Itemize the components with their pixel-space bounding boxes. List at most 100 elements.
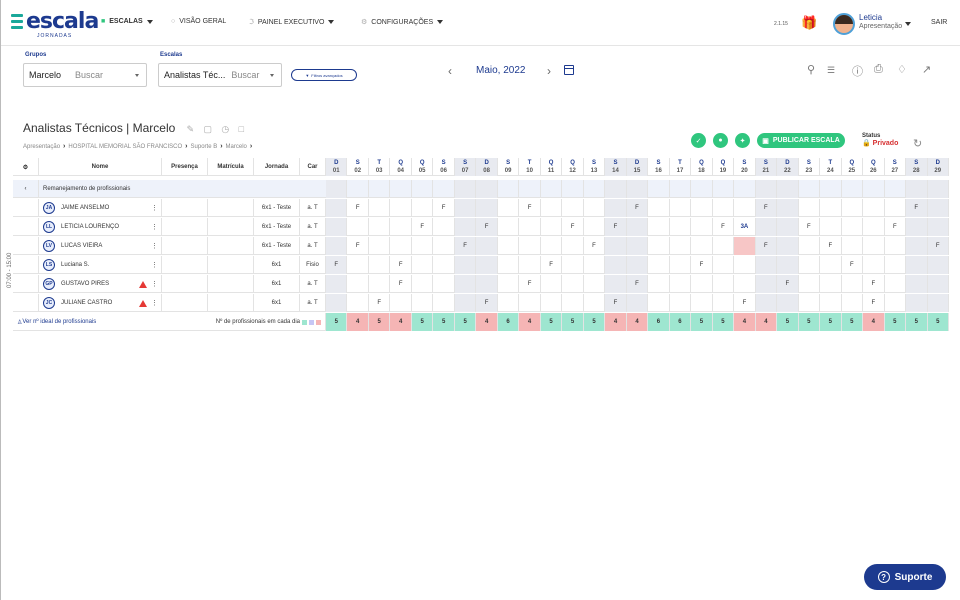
shift-cell[interactable] bbox=[906, 218, 928, 236]
row-menu-icon[interactable]: ⋮ bbox=[151, 205, 158, 212]
shift-cell[interactable]: F bbox=[863, 294, 885, 312]
shift-cell[interactable] bbox=[820, 199, 842, 217]
shift-cell[interactable] bbox=[433, 237, 455, 255]
shift-cell[interactable] bbox=[863, 199, 885, 217]
clock-icon[interactable]: ◷ bbox=[221, 124, 230, 134]
shift-cell[interactable]: F bbox=[906, 199, 928, 217]
day-header[interactable]: S 07 bbox=[454, 158, 477, 176]
day-header[interactable]: S 16 bbox=[648, 158, 670, 176]
shift-cell[interactable] bbox=[734, 237, 756, 255]
shift-cell[interactable] bbox=[562, 199, 584, 217]
warning-icon[interactable] bbox=[139, 299, 147, 307]
shift-cell[interactable] bbox=[454, 275, 477, 293]
day-header[interactable]: D 08 bbox=[476, 158, 498, 176]
shift-cell[interactable] bbox=[454, 256, 477, 274]
shift-cell[interactable]: F bbox=[562, 218, 584, 236]
print-icon[interactable]: ⎙ bbox=[874, 63, 883, 75]
shift-cell[interactable] bbox=[562, 294, 584, 312]
shift-cell[interactable]: F bbox=[519, 275, 541, 293]
shift-cell[interactable] bbox=[691, 275, 713, 293]
shift-cell[interactable] bbox=[670, 294, 692, 312]
shift-cell[interactable]: F bbox=[476, 218, 498, 236]
day-header[interactable]: S 23 bbox=[799, 158, 821, 176]
shift-cell[interactable] bbox=[326, 237, 348, 255]
shift-cell[interactable]: F bbox=[390, 256, 412, 274]
breadcrumb-item[interactable]: HOSPITAL MEMORIAL SÃO FRANCISCO bbox=[68, 144, 183, 150]
shift-cell[interactable] bbox=[476, 275, 498, 293]
shift-cell[interactable] bbox=[885, 256, 907, 274]
shift-cell[interactable] bbox=[885, 294, 907, 312]
shift-cell[interactable] bbox=[476, 237, 498, 255]
day-header[interactable]: S 27 bbox=[885, 158, 907, 176]
bell-icon[interactable]: ♢ bbox=[897, 64, 907, 76]
day-header[interactable]: S 02 bbox=[347, 158, 369, 176]
day-header[interactable]: S 21 bbox=[755, 158, 778, 176]
shift-cell[interactable] bbox=[755, 256, 778, 274]
shift-cell[interactable] bbox=[906, 275, 928, 293]
shift-cell[interactable]: F bbox=[605, 294, 627, 312]
shift-cell[interactable] bbox=[820, 275, 842, 293]
shift-cell[interactable] bbox=[433, 294, 455, 312]
shift-cell[interactable]: F bbox=[799, 218, 821, 236]
employee-name-cell[interactable]: LL LETICIA LOURENÇO ⋮ bbox=[39, 218, 162, 236]
shift-cell[interactable] bbox=[670, 199, 692, 217]
row-menu-icon[interactable]: ⋮ bbox=[151, 281, 158, 288]
shift-cell[interactable] bbox=[519, 294, 541, 312]
shift-cell[interactable] bbox=[541, 237, 563, 255]
shift-cell[interactable] bbox=[927, 256, 949, 274]
shift-cell[interactable] bbox=[713, 294, 735, 312]
employee-name-cell[interactable]: JA JAIME ANSELMO ⋮ bbox=[39, 199, 162, 217]
shift-cell[interactable] bbox=[691, 237, 713, 255]
shift-cell[interactable] bbox=[713, 256, 735, 274]
shift-cell[interactable]: F bbox=[842, 256, 864, 274]
shift-cell[interactable]: F bbox=[863, 275, 885, 293]
shift-cell[interactable] bbox=[498, 294, 520, 312]
shift-cell[interactable] bbox=[820, 256, 842, 274]
column-header-presenca[interactable]: Presença bbox=[162, 158, 208, 176]
shift-cell[interactable] bbox=[713, 237, 735, 255]
shift-cell[interactable] bbox=[498, 256, 520, 274]
shift-cell[interactable] bbox=[541, 275, 563, 293]
shift-cell[interactable] bbox=[734, 256, 756, 274]
shift-cell[interactable] bbox=[626, 237, 649, 255]
shift-cell[interactable] bbox=[347, 256, 369, 274]
shift-cell[interactable] bbox=[326, 275, 348, 293]
shift-cell[interactable] bbox=[842, 237, 864, 255]
escalas-select[interactable]: Analistas Téc... Buscar bbox=[158, 63, 282, 87]
refresh-icon[interactable]: ↻ bbox=[913, 138, 923, 150]
nav-configuraçes[interactable]: ⚙ CONFIGURAÇÕES bbox=[361, 18, 444, 26]
shift-cell[interactable]: F bbox=[454, 237, 477, 255]
shift-cell[interactable] bbox=[820, 294, 842, 312]
shift-cell[interactable] bbox=[842, 218, 864, 236]
shift-cell[interactable] bbox=[369, 275, 391, 293]
prev-month-chevron-left-icon[interactable]: ‹ bbox=[448, 64, 452, 78]
breadcrumb-item[interactable]: Suporte B bbox=[190, 144, 218, 150]
next-month-chevron-right-icon[interactable]: › bbox=[547, 64, 551, 78]
shift-cell[interactable] bbox=[519, 237, 541, 255]
user-name[interactable]: Leticia bbox=[859, 13, 883, 22]
shift-cell[interactable] bbox=[755, 275, 778, 293]
shift-cell[interactable] bbox=[369, 256, 391, 274]
shift-cell[interactable] bbox=[390, 237, 412, 255]
day-header[interactable]: Q 25 bbox=[842, 158, 864, 176]
shift-cell[interactable]: F bbox=[326, 256, 348, 274]
shift-cell[interactable] bbox=[476, 199, 498, 217]
logout-button[interactable]: SAIR bbox=[931, 19, 948, 26]
shift-cell[interactable]: F bbox=[820, 237, 842, 255]
support-button[interactable]: ? Suporte bbox=[864, 564, 946, 590]
day-header[interactable]: S 13 bbox=[584, 158, 606, 176]
shift-cell[interactable] bbox=[369, 218, 391, 236]
shift-cell[interactable] bbox=[842, 199, 864, 217]
shift-cell[interactable] bbox=[584, 256, 606, 274]
employee-name-cell[interactable]: LS Luciana S. ⋮ bbox=[39, 256, 162, 274]
nav-escalas[interactable]: ■ ESCALAS bbox=[101, 18, 153, 25]
column-header-jornada[interactable]: Jornada bbox=[254, 158, 300, 176]
column-header-cargo[interactable]: Car bbox=[300, 158, 326, 176]
shift-cell[interactable] bbox=[927, 199, 949, 217]
list-filter-icon[interactable]: ☰ bbox=[827, 65, 836, 75]
shift-cell[interactable] bbox=[498, 218, 520, 236]
shift-cell[interactable] bbox=[347, 218, 369, 236]
shift-cell[interactable] bbox=[777, 218, 799, 236]
day-header[interactable]: D 29 bbox=[927, 158, 949, 176]
day-header[interactable]: T 10 bbox=[519, 158, 541, 176]
